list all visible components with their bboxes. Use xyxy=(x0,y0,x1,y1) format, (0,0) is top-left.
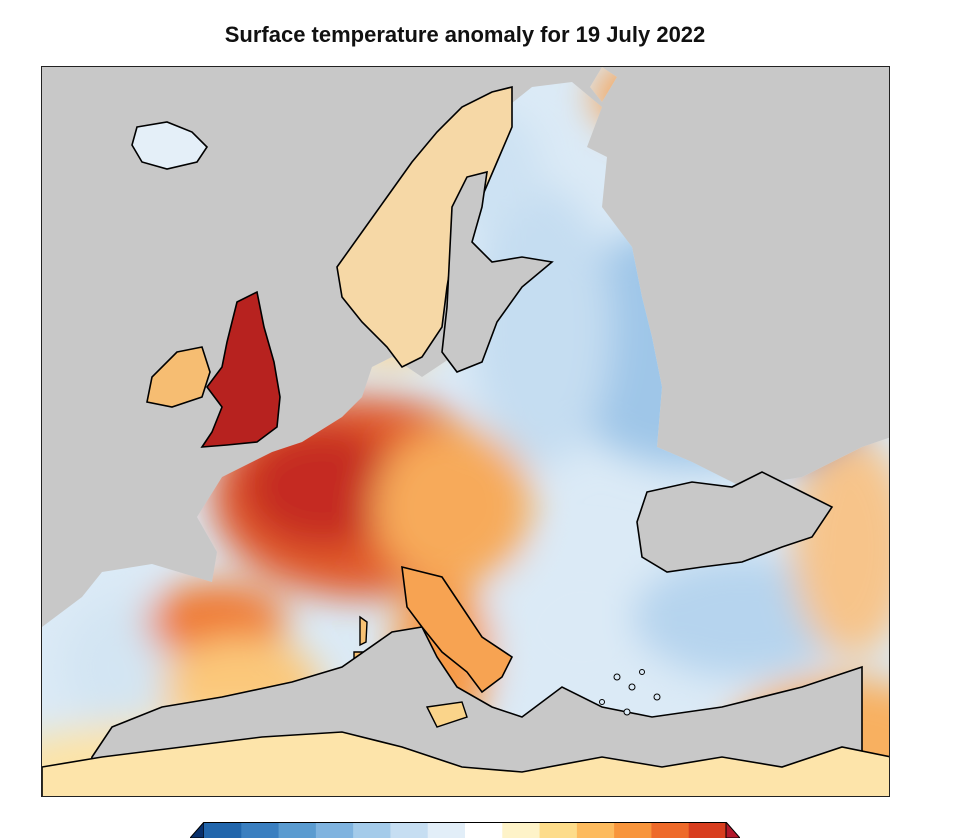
colorbar-min-extend xyxy=(190,822,205,838)
italy xyxy=(401,565,514,694)
colorbar-segment xyxy=(688,822,727,838)
sicily xyxy=(425,701,468,728)
aegean-islands xyxy=(599,669,661,716)
baltic-sea xyxy=(441,170,554,373)
colorbar-segment xyxy=(539,822,578,838)
map-title: Surface temperature anomaly for 19 July … xyxy=(224,22,706,47)
colorbar-max-extend xyxy=(725,822,740,838)
colorbar-segment xyxy=(502,822,541,838)
colorbar-segment xyxy=(204,822,242,838)
great-britain xyxy=(200,290,281,448)
colorbar-segment xyxy=(465,822,503,838)
colorbar-segment xyxy=(315,822,354,838)
map-frame xyxy=(41,66,890,797)
anomaly-map xyxy=(42,67,889,796)
colorbar-segment xyxy=(390,822,429,838)
colorbar xyxy=(190,822,740,838)
colorbar-segment xyxy=(651,822,690,838)
iceland xyxy=(131,121,209,170)
colorbar-scale xyxy=(190,822,740,838)
north-africa xyxy=(42,731,889,796)
colorbar-segment xyxy=(427,822,466,838)
colorbar-segment xyxy=(614,822,652,838)
colorbar-segment xyxy=(278,822,317,838)
colorbar-segment xyxy=(241,822,280,838)
colorbar-segment xyxy=(353,822,391,838)
colorbar-segment xyxy=(576,822,615,838)
black-sea xyxy=(636,471,834,573)
ireland xyxy=(146,346,211,408)
